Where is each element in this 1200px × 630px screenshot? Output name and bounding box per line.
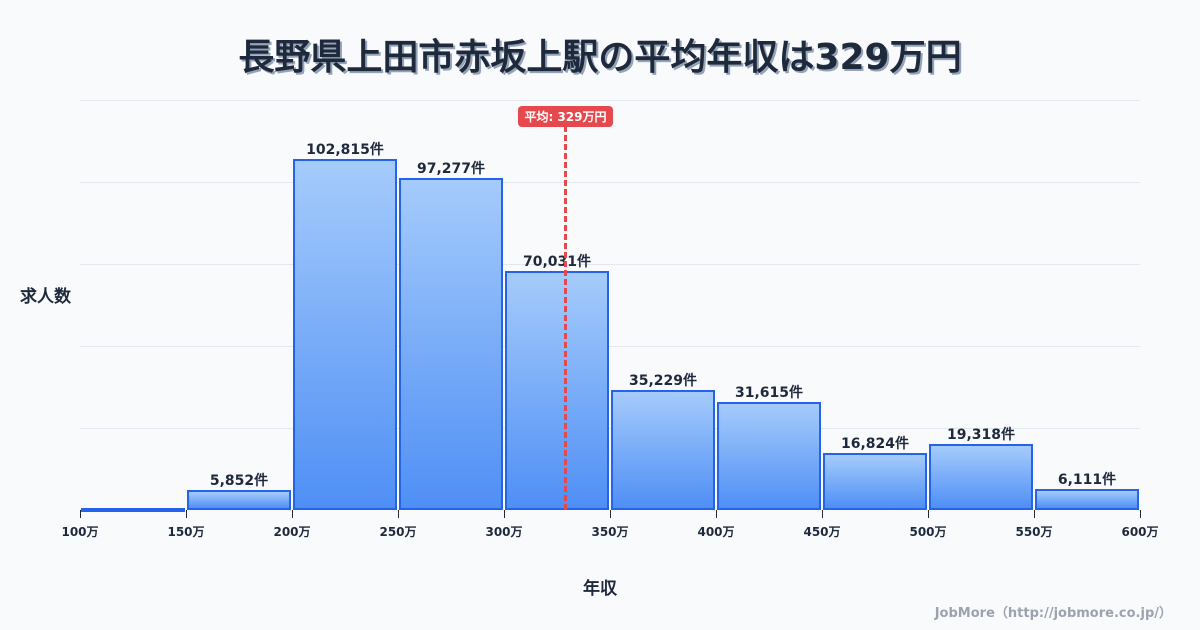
gridline xyxy=(80,182,1140,183)
x-tick xyxy=(1140,510,1141,518)
bar-value-label: 6,111件 xyxy=(1057,472,1117,489)
gridline xyxy=(80,346,1140,347)
y-axis-label: 求人数 xyxy=(20,287,71,307)
x-tick-label: 350万 xyxy=(591,525,629,539)
x-tick-label: 150万 xyxy=(167,525,205,539)
average-line xyxy=(563,126,567,510)
x-tick-label: 450万 xyxy=(803,525,841,539)
gridline xyxy=(80,100,1140,101)
bar-value-label: 35,229件 xyxy=(628,372,698,389)
x-tick-label: 600万 xyxy=(1121,525,1159,539)
histogram-bar xyxy=(293,158,397,510)
bar-value-label: 102,815件 xyxy=(306,141,384,158)
x-tick xyxy=(822,510,823,518)
gridline xyxy=(80,428,1140,429)
average-badge: 平均: 329万円 xyxy=(518,106,613,127)
histogram-bar xyxy=(823,452,927,510)
x-tick xyxy=(186,510,187,518)
bar-value-label: 19,318件 xyxy=(946,426,1016,443)
x-tick xyxy=(292,510,293,518)
x-tick-label: 300万 xyxy=(485,525,523,539)
bar-value-label: 97,277件 xyxy=(416,160,486,177)
x-tick-label: 550万 xyxy=(1015,525,1053,539)
bar-value-label: 70,031件 xyxy=(522,253,592,270)
x-tick-label: 100万 xyxy=(61,525,99,539)
x-tick xyxy=(928,510,929,518)
x-tick-label: 250万 xyxy=(379,525,417,539)
gridline xyxy=(80,264,1140,265)
histogram-bar xyxy=(929,443,1033,510)
chart-title: 長野県上田市赤坂上駅の平均年収は329万円 xyxy=(238,37,962,78)
x-tick xyxy=(610,510,611,518)
histogram-bar xyxy=(717,401,821,510)
histogram-bar xyxy=(505,270,609,510)
bar-value-label: 31,615件 xyxy=(734,384,804,401)
x-tick xyxy=(80,510,81,518)
x-tick xyxy=(398,510,399,518)
x-tick-label: 400万 xyxy=(697,525,735,539)
bar-value-label: 16,824件 xyxy=(840,435,910,452)
x-tick xyxy=(504,510,505,518)
bar-value-label: 5,852件 xyxy=(209,473,269,489)
histogram-bar xyxy=(187,490,291,510)
histogram-bar xyxy=(81,508,185,512)
histogram-bar xyxy=(1035,489,1139,510)
histogram-bar xyxy=(611,389,715,510)
histogram-bar xyxy=(399,177,503,510)
x-axis-label: 年収 xyxy=(583,579,617,599)
x-tick-label: 200万 xyxy=(273,525,311,539)
x-tick-label: 500万 xyxy=(909,525,947,539)
x-tick xyxy=(1034,510,1035,518)
source-credit: JobMore（http://jobmore.co.jp/） xyxy=(934,606,1172,621)
x-tick xyxy=(716,510,717,518)
